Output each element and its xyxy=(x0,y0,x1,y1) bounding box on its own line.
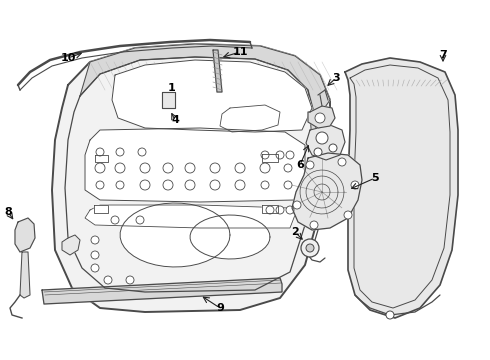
Text: 6: 6 xyxy=(296,160,304,170)
Polygon shape xyxy=(262,205,278,213)
Circle shape xyxy=(316,132,328,144)
Polygon shape xyxy=(190,215,270,259)
Circle shape xyxy=(163,163,173,173)
Text: 8: 8 xyxy=(4,207,12,217)
Circle shape xyxy=(96,181,104,189)
Text: 2: 2 xyxy=(291,227,299,237)
Circle shape xyxy=(235,180,245,190)
Polygon shape xyxy=(42,278,282,304)
Circle shape xyxy=(314,148,322,156)
Circle shape xyxy=(116,181,124,189)
Circle shape xyxy=(140,180,150,190)
Circle shape xyxy=(351,181,359,189)
Polygon shape xyxy=(292,153,362,230)
Polygon shape xyxy=(95,155,108,162)
Circle shape xyxy=(91,236,99,244)
Circle shape xyxy=(386,311,394,319)
Circle shape xyxy=(96,148,104,156)
Circle shape xyxy=(261,181,269,189)
Circle shape xyxy=(138,148,146,156)
Text: 7: 7 xyxy=(439,50,447,60)
Text: 4: 4 xyxy=(171,115,179,125)
Polygon shape xyxy=(15,218,35,252)
Circle shape xyxy=(91,264,99,272)
Polygon shape xyxy=(220,105,280,132)
Circle shape xyxy=(126,276,134,284)
Circle shape xyxy=(111,216,119,224)
Circle shape xyxy=(306,244,314,252)
Circle shape xyxy=(95,163,105,173)
Circle shape xyxy=(310,221,318,229)
Circle shape xyxy=(338,158,346,166)
Polygon shape xyxy=(213,50,222,92)
Circle shape xyxy=(301,239,319,257)
Circle shape xyxy=(104,276,112,284)
Circle shape xyxy=(116,148,124,156)
Polygon shape xyxy=(120,203,230,267)
Circle shape xyxy=(163,180,173,190)
Circle shape xyxy=(266,206,274,214)
Polygon shape xyxy=(94,205,108,213)
Text: 1: 1 xyxy=(168,83,176,93)
Circle shape xyxy=(329,144,337,152)
Circle shape xyxy=(185,180,195,190)
Circle shape xyxy=(293,201,301,209)
Circle shape xyxy=(210,163,220,173)
Polygon shape xyxy=(306,125,345,160)
Circle shape xyxy=(276,206,284,214)
Text: 5: 5 xyxy=(371,173,379,183)
Polygon shape xyxy=(20,252,30,298)
Circle shape xyxy=(260,163,270,173)
Circle shape xyxy=(284,181,292,189)
Circle shape xyxy=(210,180,220,190)
Circle shape xyxy=(306,161,314,169)
Circle shape xyxy=(136,216,144,224)
Circle shape xyxy=(235,163,245,173)
Polygon shape xyxy=(80,44,330,165)
Polygon shape xyxy=(85,128,305,202)
Circle shape xyxy=(286,151,294,159)
Circle shape xyxy=(91,251,99,259)
Polygon shape xyxy=(345,58,458,318)
Circle shape xyxy=(140,163,150,173)
Polygon shape xyxy=(52,44,330,312)
Text: 11: 11 xyxy=(232,47,248,57)
Text: 10: 10 xyxy=(60,53,75,63)
Text: 3: 3 xyxy=(332,73,340,83)
Circle shape xyxy=(276,151,284,159)
Polygon shape xyxy=(308,106,335,128)
Circle shape xyxy=(261,151,269,159)
Polygon shape xyxy=(262,154,278,162)
Circle shape xyxy=(284,164,292,172)
Circle shape xyxy=(344,211,352,219)
Text: 9: 9 xyxy=(216,303,224,313)
Polygon shape xyxy=(112,60,312,132)
Polygon shape xyxy=(62,235,80,255)
Polygon shape xyxy=(162,92,175,108)
Circle shape xyxy=(115,163,125,173)
Circle shape xyxy=(185,163,195,173)
Circle shape xyxy=(286,206,294,214)
Polygon shape xyxy=(85,205,295,228)
Circle shape xyxy=(315,113,325,123)
